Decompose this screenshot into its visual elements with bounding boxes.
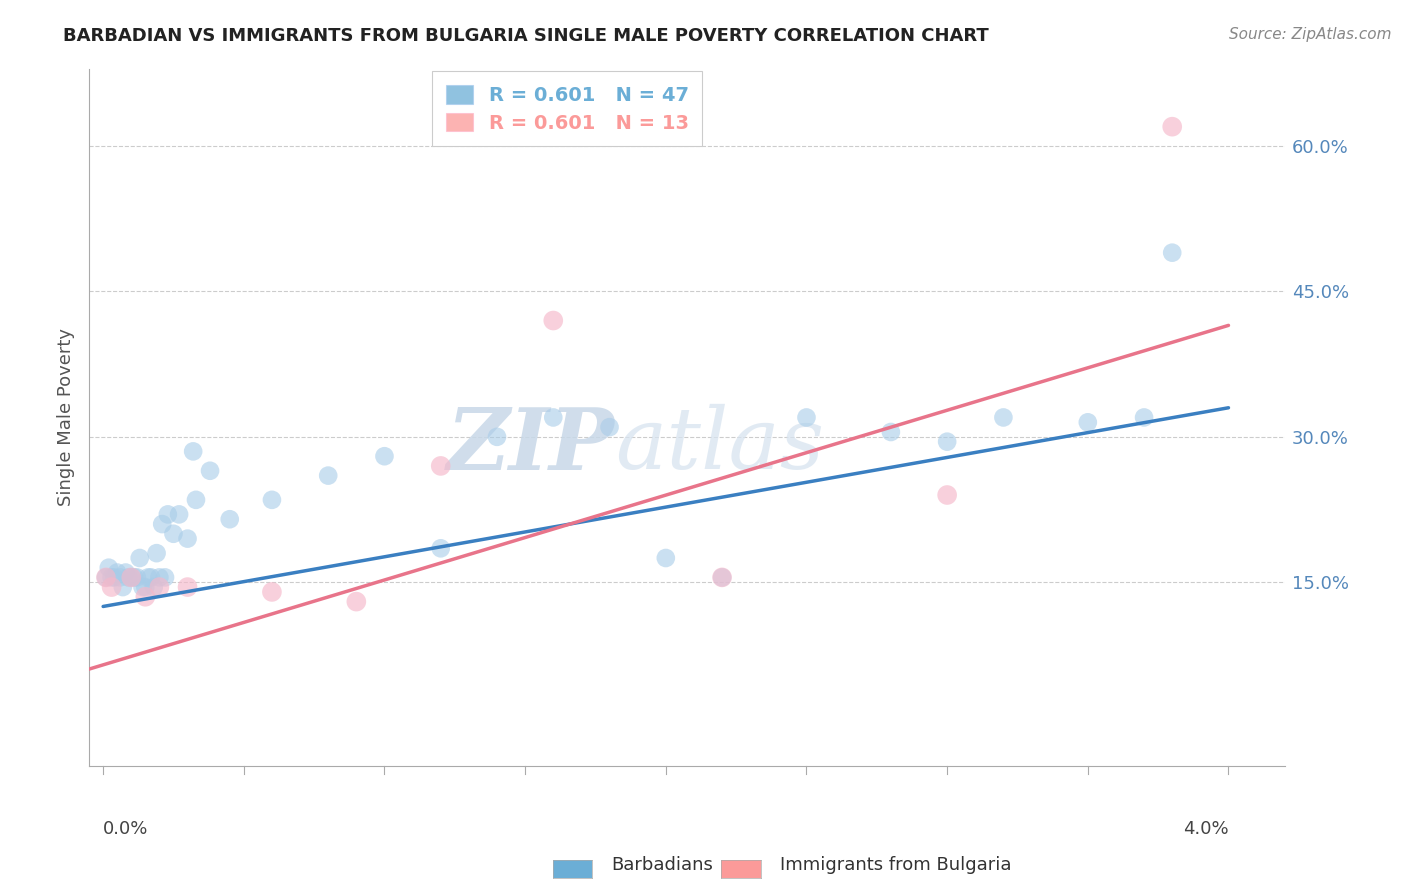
Text: atlas: atlas xyxy=(616,404,824,487)
Point xyxy=(94,570,117,584)
Text: ZIP: ZIP xyxy=(447,403,616,487)
Point xyxy=(711,570,734,584)
Point xyxy=(167,508,190,522)
Point xyxy=(184,492,207,507)
Point xyxy=(156,508,179,522)
Legend: R = 0.601   N = 47, R = 0.601   N = 13: R = 0.601 N = 47, R = 0.601 N = 13 xyxy=(432,71,703,146)
Point xyxy=(120,570,142,584)
Point xyxy=(131,580,153,594)
Point xyxy=(485,430,508,444)
Point xyxy=(711,570,734,584)
Point xyxy=(153,570,176,584)
Point xyxy=(316,468,339,483)
Point xyxy=(148,580,170,594)
Point xyxy=(181,444,204,458)
Point xyxy=(543,410,565,425)
Point xyxy=(125,570,148,584)
Text: Source: ZipAtlas.com: Source: ZipAtlas.com xyxy=(1229,27,1392,42)
Point xyxy=(139,570,162,584)
Point xyxy=(128,551,150,566)
Point xyxy=(176,580,198,594)
Point xyxy=(162,526,184,541)
Point xyxy=(260,585,283,599)
Point xyxy=(100,580,122,594)
Point xyxy=(145,546,167,560)
Point xyxy=(1161,120,1184,134)
Y-axis label: Single Male Poverty: Single Male Poverty xyxy=(58,328,75,507)
Point xyxy=(599,420,621,434)
Point xyxy=(429,458,451,473)
Text: 0.0%: 0.0% xyxy=(103,820,149,838)
Point xyxy=(120,570,142,584)
Text: Barbadians: Barbadians xyxy=(612,855,713,873)
Point xyxy=(114,566,136,580)
Point xyxy=(150,517,173,532)
Point xyxy=(136,570,159,584)
Point xyxy=(134,590,156,604)
Point xyxy=(108,570,131,584)
Point xyxy=(1161,245,1184,260)
Point xyxy=(936,434,959,449)
Point xyxy=(260,492,283,507)
Point xyxy=(134,580,156,594)
Point xyxy=(198,464,221,478)
Point xyxy=(880,425,903,439)
Point xyxy=(111,580,134,594)
Point xyxy=(176,532,198,546)
Point xyxy=(142,580,165,594)
Point xyxy=(100,570,122,584)
Point xyxy=(1077,415,1099,429)
Text: BARBADIAN VS IMMIGRANTS FROM BULGARIA SINGLE MALE POVERTY CORRELATION CHART: BARBADIAN VS IMMIGRANTS FROM BULGARIA SI… xyxy=(63,27,988,45)
Point xyxy=(1133,410,1156,425)
Point xyxy=(218,512,240,526)
Point xyxy=(543,313,565,327)
Point xyxy=(936,488,959,502)
Text: Immigrants from Bulgaria: Immigrants from Bulgaria xyxy=(780,855,1012,873)
Point xyxy=(105,566,128,580)
Point xyxy=(122,570,145,584)
Point xyxy=(94,570,117,584)
Point xyxy=(117,570,139,584)
Point xyxy=(344,594,367,608)
Point xyxy=(97,560,120,574)
Text: 4.0%: 4.0% xyxy=(1182,820,1229,838)
Point xyxy=(796,410,818,425)
Point xyxy=(993,410,1015,425)
Point xyxy=(103,570,125,584)
Point xyxy=(429,541,451,556)
Point xyxy=(655,551,678,566)
Point xyxy=(148,570,170,584)
Point xyxy=(373,449,395,463)
